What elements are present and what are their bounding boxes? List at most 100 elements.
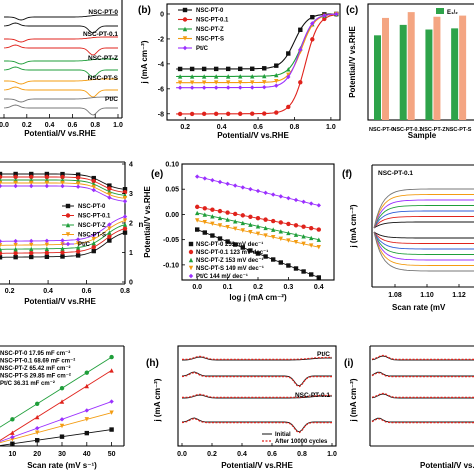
panel-b-marker-pt-c bbox=[213, 85, 219, 90]
panel-h-cv-1-initial-bottom bbox=[181, 417, 332, 433]
panel-b-y-tick-label: 0 bbox=[160, 11, 164, 18]
panel-g-point-nsc-pt-z bbox=[109, 368, 114, 373]
panel-b-marker-nsc-pt-0 bbox=[177, 66, 183, 72]
panel-e-point-nsc-pt-0-1 bbox=[278, 220, 283, 225]
panel-d-marker-nsc-pt-0 bbox=[122, 187, 128, 192]
panel-b-marker-nsc-pt-z bbox=[201, 74, 207, 79]
panel-d-marker-nsc-pt-s bbox=[0, 180, 3, 186]
panel-f-cv-bottom-1 bbox=[373, 231, 474, 244]
panel-b-marker-pt-c bbox=[238, 85, 243, 90]
panel-d-marker-nsc-pt-0-1 bbox=[75, 249, 81, 254]
panel-i-cv-0-1-top bbox=[371, 354, 474, 360]
panel-d-x-tick-label: 0.4 bbox=[43, 288, 53, 295]
panel-e-point-nsc-pt-s bbox=[217, 223, 223, 228]
panel-e-point-nsc-pt-s bbox=[195, 218, 200, 223]
panel-e-point-nsc-pt-s bbox=[271, 234, 276, 240]
panel-a: 0.0 0.2 0.4 0.6 0.8 1.0 Potential/V vs.RHE NS… bbox=[0, 0, 123, 138]
panel-g-point-nsc-pt-0-1 bbox=[10, 417, 15, 422]
panel-d-marker-nsc-pt-0-1 bbox=[0, 174, 3, 180]
panel-b-y-tick-label: -8 bbox=[158, 111, 164, 118]
panel-d-marker-nsc-pt-z bbox=[122, 222, 128, 227]
panel-d-marker-nsc-pt-z bbox=[44, 246, 50, 251]
panel-d-marker-nsc-pt-z bbox=[75, 245, 81, 250]
panel-b-legend-label: NSC-PT-S bbox=[196, 37, 224, 43]
panel-e-point-nsc-pt-0-1 bbox=[195, 204, 200, 210]
panel-e-point-nsc-pt-s bbox=[248, 229, 253, 235]
panel-b-marker-pt-c bbox=[322, 13, 327, 18]
panel-c-x-tick-label: NSC-PT-Z bbox=[420, 127, 446, 133]
panel-a-label-nsc-pt-0-1: NSC-PT-0.1 bbox=[83, 31, 118, 38]
panel-e-point-nsc-pt-0 bbox=[240, 245, 245, 250]
panel-e-x-ticks: 0.0 0.1 0.2 0.3 0.4 bbox=[192, 277, 324, 291]
panel-e-y-tick-label: -0.10 bbox=[163, 262, 179, 269]
panel-b-legend-label: NSC-PT-0.1 bbox=[196, 18, 229, 24]
panel-d-n-tick-label: 4 bbox=[129, 162, 133, 169]
panel-d-marker-nsc-pt-0 bbox=[0, 171, 3, 177]
panel-e-point-nsc-pt-0 bbox=[217, 236, 223, 241]
panel-e-point-nsc-pt-s bbox=[316, 245, 321, 250]
panel-b-marker-nsc-pt-s bbox=[213, 80, 219, 85]
panel-h-legend-initial-label: Initial bbox=[275, 432, 291, 438]
panel-b-x-tick-label: 1.0 bbox=[326, 124, 336, 131]
panel-d-x-tick-label: 0.8 bbox=[120, 288, 130, 295]
panel-d-x-ticks: 0.2 0.4 0.6 0.8 bbox=[5, 280, 130, 295]
panel-f-cv-top-5 bbox=[373, 194, 474, 229]
panel-h-cv-0-after-bottom bbox=[181, 371, 332, 388]
panel-d-marker-nsc-pt-z bbox=[107, 230, 112, 235]
panel-g-x-label: Scan rate (mV s⁻¹) bbox=[27, 461, 97, 470]
panel-d-marker-nsc-pt-0 bbox=[60, 254, 65, 259]
panel-b-legend-label: NSC-PT-Z bbox=[196, 27, 224, 33]
panel-g-point-pt-c bbox=[10, 434, 15, 440]
panel-e-point-pt-c bbox=[248, 186, 253, 192]
panel-i: (i) j (mA cm⁻²) Potential/V vs.RHE bbox=[344, 345, 474, 470]
panel-b-marker-pt-c bbox=[310, 21, 315, 26]
panel-g-x-tick-label: 10 bbox=[9, 451, 17, 458]
panel-f-cv-bottom-6 bbox=[373, 231, 474, 272]
panel-b-marker-nsc-pt-0 bbox=[274, 63, 279, 68]
panel-f-cv-bottom-4 bbox=[373, 231, 474, 261]
panel-b-legend: NSC-PT-0 NSC-PT-0.1 NSC-PT-Z NSC-PT-S Pt/C bbox=[178, 7, 229, 52]
panel-d-marker-pt-c bbox=[122, 214, 128, 219]
panel-f-cv-top-6 bbox=[373, 188, 474, 229]
panel-b-marker-nsc-pt-0 bbox=[250, 66, 255, 71]
panel-g-fit-nsc-pt-s bbox=[0, 412, 112, 444]
panel-g-x-tick-label: 30 bbox=[58, 451, 66, 458]
panel-e-point-nsc-pt-z bbox=[248, 222, 253, 227]
panel-a-x-ticks: 0.0 0.2 0.4 0.6 0.8 1.0 bbox=[0, 114, 123, 129]
panel-b-marker-nsc-pt-s bbox=[189, 80, 195, 85]
panel-g-point-nsc-pt-0-1 bbox=[109, 354, 114, 360]
panel-d-legend-marker bbox=[65, 232, 71, 237]
panel-g-point-nsc-pt-s bbox=[84, 417, 89, 422]
panel-b-marker-pt-c bbox=[225, 85, 231, 90]
panel-e-point-nsc-pt-s bbox=[301, 241, 306, 247]
panel-e-point-nsc-pt-z bbox=[301, 234, 306, 239]
panel-e-point-nsc-pt-z bbox=[225, 217, 230, 222]
panel-g-x-ticks: 10 20 30 40 50 bbox=[9, 442, 116, 458]
panel-f: (f) NSC-PT-0.1 1.08 1.10 1.12 j (mA cm⁻²) … bbox=[342, 164, 474, 312]
panel-d-marker-nsc-pt-0 bbox=[29, 171, 34, 177]
panel-e-point-nsc-pt-0 bbox=[263, 254, 268, 259]
panel-e-point-nsc-pt-z bbox=[202, 212, 207, 217]
panel-b-marker-nsc-pt-0-1 bbox=[262, 111, 267, 116]
panel-c-plot-area bbox=[374, 12, 467, 121]
panel-h: (h) 0.0 0.2 0.4 0.6 0.8 1.0 Pt/C NSC-PT-0.1 j… bbox=[146, 345, 337, 470]
panel-b-marker-pt-c bbox=[201, 85, 207, 90]
panel-h-frame bbox=[177, 345, 337, 447]
panel-c-bar-nsc-pt-z-0 bbox=[425, 29, 433, 120]
panel-d-legend-label: NSC-PT-S bbox=[78, 233, 106, 239]
panel-a-cv-nsc-pt-z-cathodic bbox=[3, 66, 118, 78]
panel-e-point-nsc-pt-0-1 bbox=[210, 207, 215, 212]
panel-g-point-nsc-pt-z bbox=[84, 383, 89, 389]
panel-e-point-nsc-pt-z bbox=[240, 220, 245, 226]
panel-e-point-nsc-pt-0-1 bbox=[202, 206, 207, 211]
panel-h-cv-0-initial-top bbox=[182, 356, 332, 361]
panel-e-legend-marker bbox=[188, 257, 194, 263]
panel-d-legend-marker bbox=[65, 213, 71, 218]
panel-h-x-ticks: 0.0 0.2 0.4 0.6 0.8 1.0 bbox=[177, 443, 337, 458]
panel-a-label-nsc-pt-z: NSC-PT-Z bbox=[88, 55, 118, 62]
panel-f-x-ticks: 1.08 1.10 1.12 bbox=[388, 284, 466, 299]
